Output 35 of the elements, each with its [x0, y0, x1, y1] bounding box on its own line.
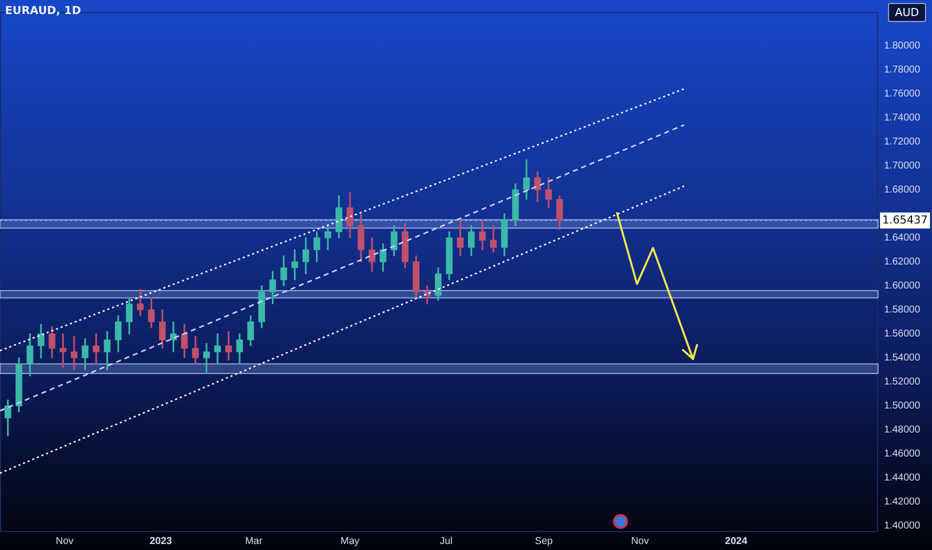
candlestick [214, 334, 221, 364]
y-tick-label: 1.58000 [884, 304, 921, 316]
ref-line-label: 1.65437 [882, 213, 928, 226]
y-tick-label: 1.54000 [884, 352, 921, 364]
x-tick-label: Nov [631, 536, 649, 547]
y-tick-label: 1.72000 [884, 136, 921, 148]
x-tick-label: Nov [56, 536, 74, 547]
x-tick-label: 2023 [150, 536, 172, 547]
x-tick-label: 2024 [725, 536, 748, 547]
y-tick-label: 1.74000 [884, 112, 921, 124]
y-tick-label: 1.50000 [884, 400, 921, 412]
y-tick-label: 1.60000 [884, 280, 921, 292]
y-tick-label: 1.80000 [884, 40, 921, 52]
x-tick-label: Mar [245, 536, 264, 547]
y-tick-label: 1.64000 [884, 232, 921, 244]
x-tick-label: May [340, 536, 360, 547]
y-tick-label: 1.78000 [884, 64, 921, 76]
y-tick-label: 1.46000 [884, 448, 921, 460]
y-tick-label: 1.76000 [884, 88, 921, 100]
text: AUD [888, 3, 926, 22]
y-tick-label: 1.42000 [884, 496, 921, 508]
y-tick-label: 1.44000 [884, 472, 921, 484]
candlestick [60, 334, 66, 368]
candlestick [225, 331, 232, 361]
y-tick-label: 1.40000 [884, 520, 921, 532]
y-tick-label: 1.48000 [884, 424, 921, 436]
x-tick-label: Sep [534, 536, 554, 547]
candlestick [203, 343, 210, 373]
y-tick-label: 1.68000 [884, 184, 921, 196]
y-tick-label: 1.56000 [884, 328, 921, 340]
chart-title: EURAUD, 1D [5, 4, 81, 17]
y-tick-label: 1.70000 [884, 160, 921, 172]
y-tick-label: 1.52000 [884, 376, 921, 388]
y-tick-label: 1.62000 [884, 256, 921, 268]
x-tick-label: Jul [440, 536, 452, 547]
